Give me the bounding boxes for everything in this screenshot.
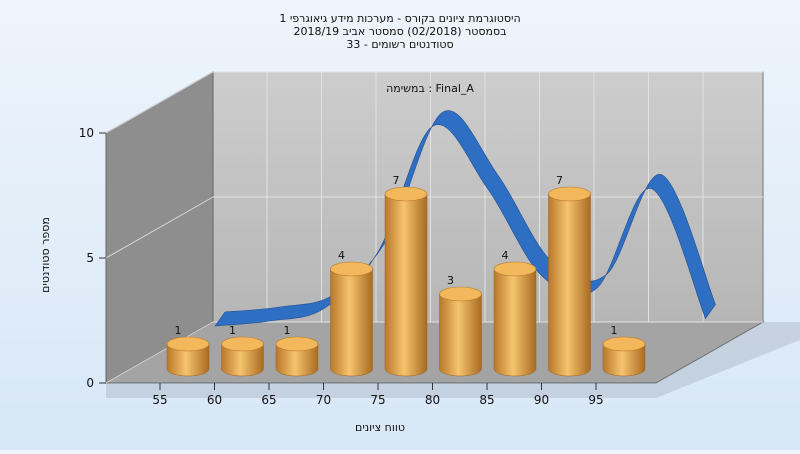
bar-body [602, 343, 646, 377]
bar-top [548, 186, 591, 202]
chart-title-line-2: בסמסטר (02/2018) סמסטר אביב 2018/19 [293, 25, 506, 38]
bar-body [221, 343, 264, 377]
x-tick-label: 65 [261, 393, 276, 407]
bar-body [493, 268, 537, 377]
bar-value-label: 4 [338, 249, 345, 262]
bar-body [330, 268, 373, 377]
x-tick-label: 90 [534, 393, 549, 407]
y-tick-label: 10 [79, 126, 94, 140]
bar-65: 1 [275, 324, 319, 377]
bar-top [384, 186, 428, 202]
x-tick-label: 60 [207, 393, 222, 407]
bar-top [221, 336, 264, 352]
x-tick-label: 55 [152, 393, 167, 407]
bar-top [493, 261, 537, 277]
chart-title-line-1: היסטוגרמת ציונים בקורס - מערכות מידע גיא… [279, 12, 520, 25]
bar-85: 4 [493, 249, 537, 377]
tick-labels-layer: 0 5 10 55 60 65 70 75 80 85 90 95 [79, 126, 604, 407]
chart-subtitle: במשימה : Final_A [386, 82, 474, 95]
bar-90: 7 [548, 174, 591, 377]
x-tick-label: 70 [316, 393, 331, 407]
floor-edge [106, 322, 800, 398]
y-tick-label: 0 [86, 376, 94, 390]
chart-title-line-3: סטודנטים רשומים - 33 [346, 38, 453, 51]
bar-75: 7 [384, 174, 428, 377]
gridline-left [105, 71, 214, 134]
bar-70: 4 [330, 249, 373, 377]
bar-body [439, 293, 482, 377]
bar-body [275, 343, 319, 377]
gridline-left [105, 321, 214, 384]
bar-body [384, 193, 428, 377]
bar-value-label: 1 [284, 324, 291, 337]
bar-value-label: 3 [447, 274, 454, 287]
bar-body [166, 343, 210, 377]
bar-top [275, 336, 319, 352]
bar-60: 1 [221, 324, 264, 377]
x-tick-label: 85 [479, 393, 494, 407]
bar-value-label: 1 [229, 324, 236, 337]
gridlines [105, 71, 763, 384]
x-tick-label: 95 [588, 393, 603, 407]
bar-value-label: 7 [556, 174, 563, 187]
bar-top [166, 336, 210, 352]
x-axis-label: טווח ציונים [355, 421, 405, 434]
bar-value-label: 4 [502, 249, 509, 262]
x-tick-label: 75 [370, 393, 385, 407]
bar-value-label: 1 [175, 324, 182, 337]
bar-95: 1 [602, 324, 646, 377]
bar-value-label: 7 [393, 174, 400, 187]
bar-body [548, 193, 591, 377]
x-tick-label: 80 [425, 393, 440, 407]
bar-top [602, 336, 646, 352]
bar-value-label: 1 [611, 324, 618, 337]
bar-80: 3 [439, 274, 482, 377]
y-tick-label: 5 [86, 251, 94, 265]
gridline-left [105, 196, 214, 259]
bar-top [439, 286, 482, 302]
bar-top [330, 261, 373, 277]
y-axis-label: מספר סטודנטים [39, 217, 52, 293]
bar-55: 1 [166, 324, 210, 377]
bars-layer: 1 1 1 4 7 3 4 7 1 [166, 174, 646, 377]
